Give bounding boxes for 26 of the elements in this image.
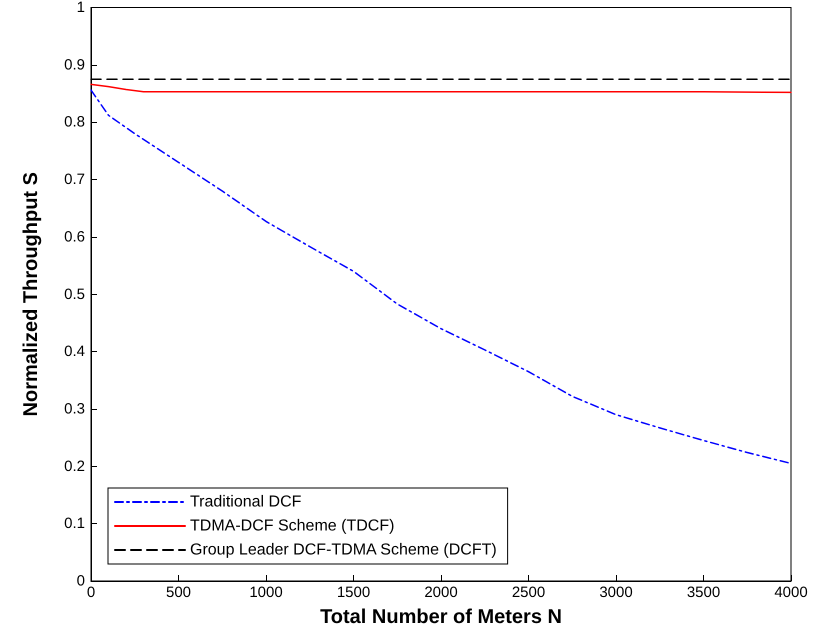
y-tick-label: 0.9 [64,56,85,74]
line-series [90,84,792,94]
y-tick-label: 0.8 [64,114,85,131]
x-tick-label: 1500 [336,584,370,601]
y-tick-label: 0 [76,572,85,590]
legend-label: Group Leader DCF-TDMA Scheme (DCFT) [190,542,497,558]
y-tick-label: 0.7 [64,171,85,188]
x-tick-label: 3500 [686,584,720,601]
x-tick-label: 1000 [249,584,283,601]
y-tick-label: 0.3 [64,400,85,418]
x-tick-label: 500 [166,584,192,601]
line-series [90,89,792,464]
x-tick-label: 2500 [512,584,546,601]
x-tick-label: 2000 [424,584,458,601]
y-tick-label: 0.6 [64,228,85,246]
x-tick-label: 3000 [599,584,633,601]
y-axis-title: Normalized Throughput S [20,172,42,416]
y-tick-label: 1 [76,0,85,16]
y-tick-label: 0.2 [64,458,85,475]
legend-label: TDMA-DCF Scheme (TDCF) [190,518,394,534]
x-tick-label: 4000 [774,584,808,601]
y-tick-label: 0.1 [64,515,85,532]
x-axis-title: Total Number of Meters N [320,606,562,628]
y-tick-label: 0.5 [64,286,85,303]
legend-label: Traditional DCF [190,494,302,510]
y-tick-label: 0.4 [64,343,85,360]
